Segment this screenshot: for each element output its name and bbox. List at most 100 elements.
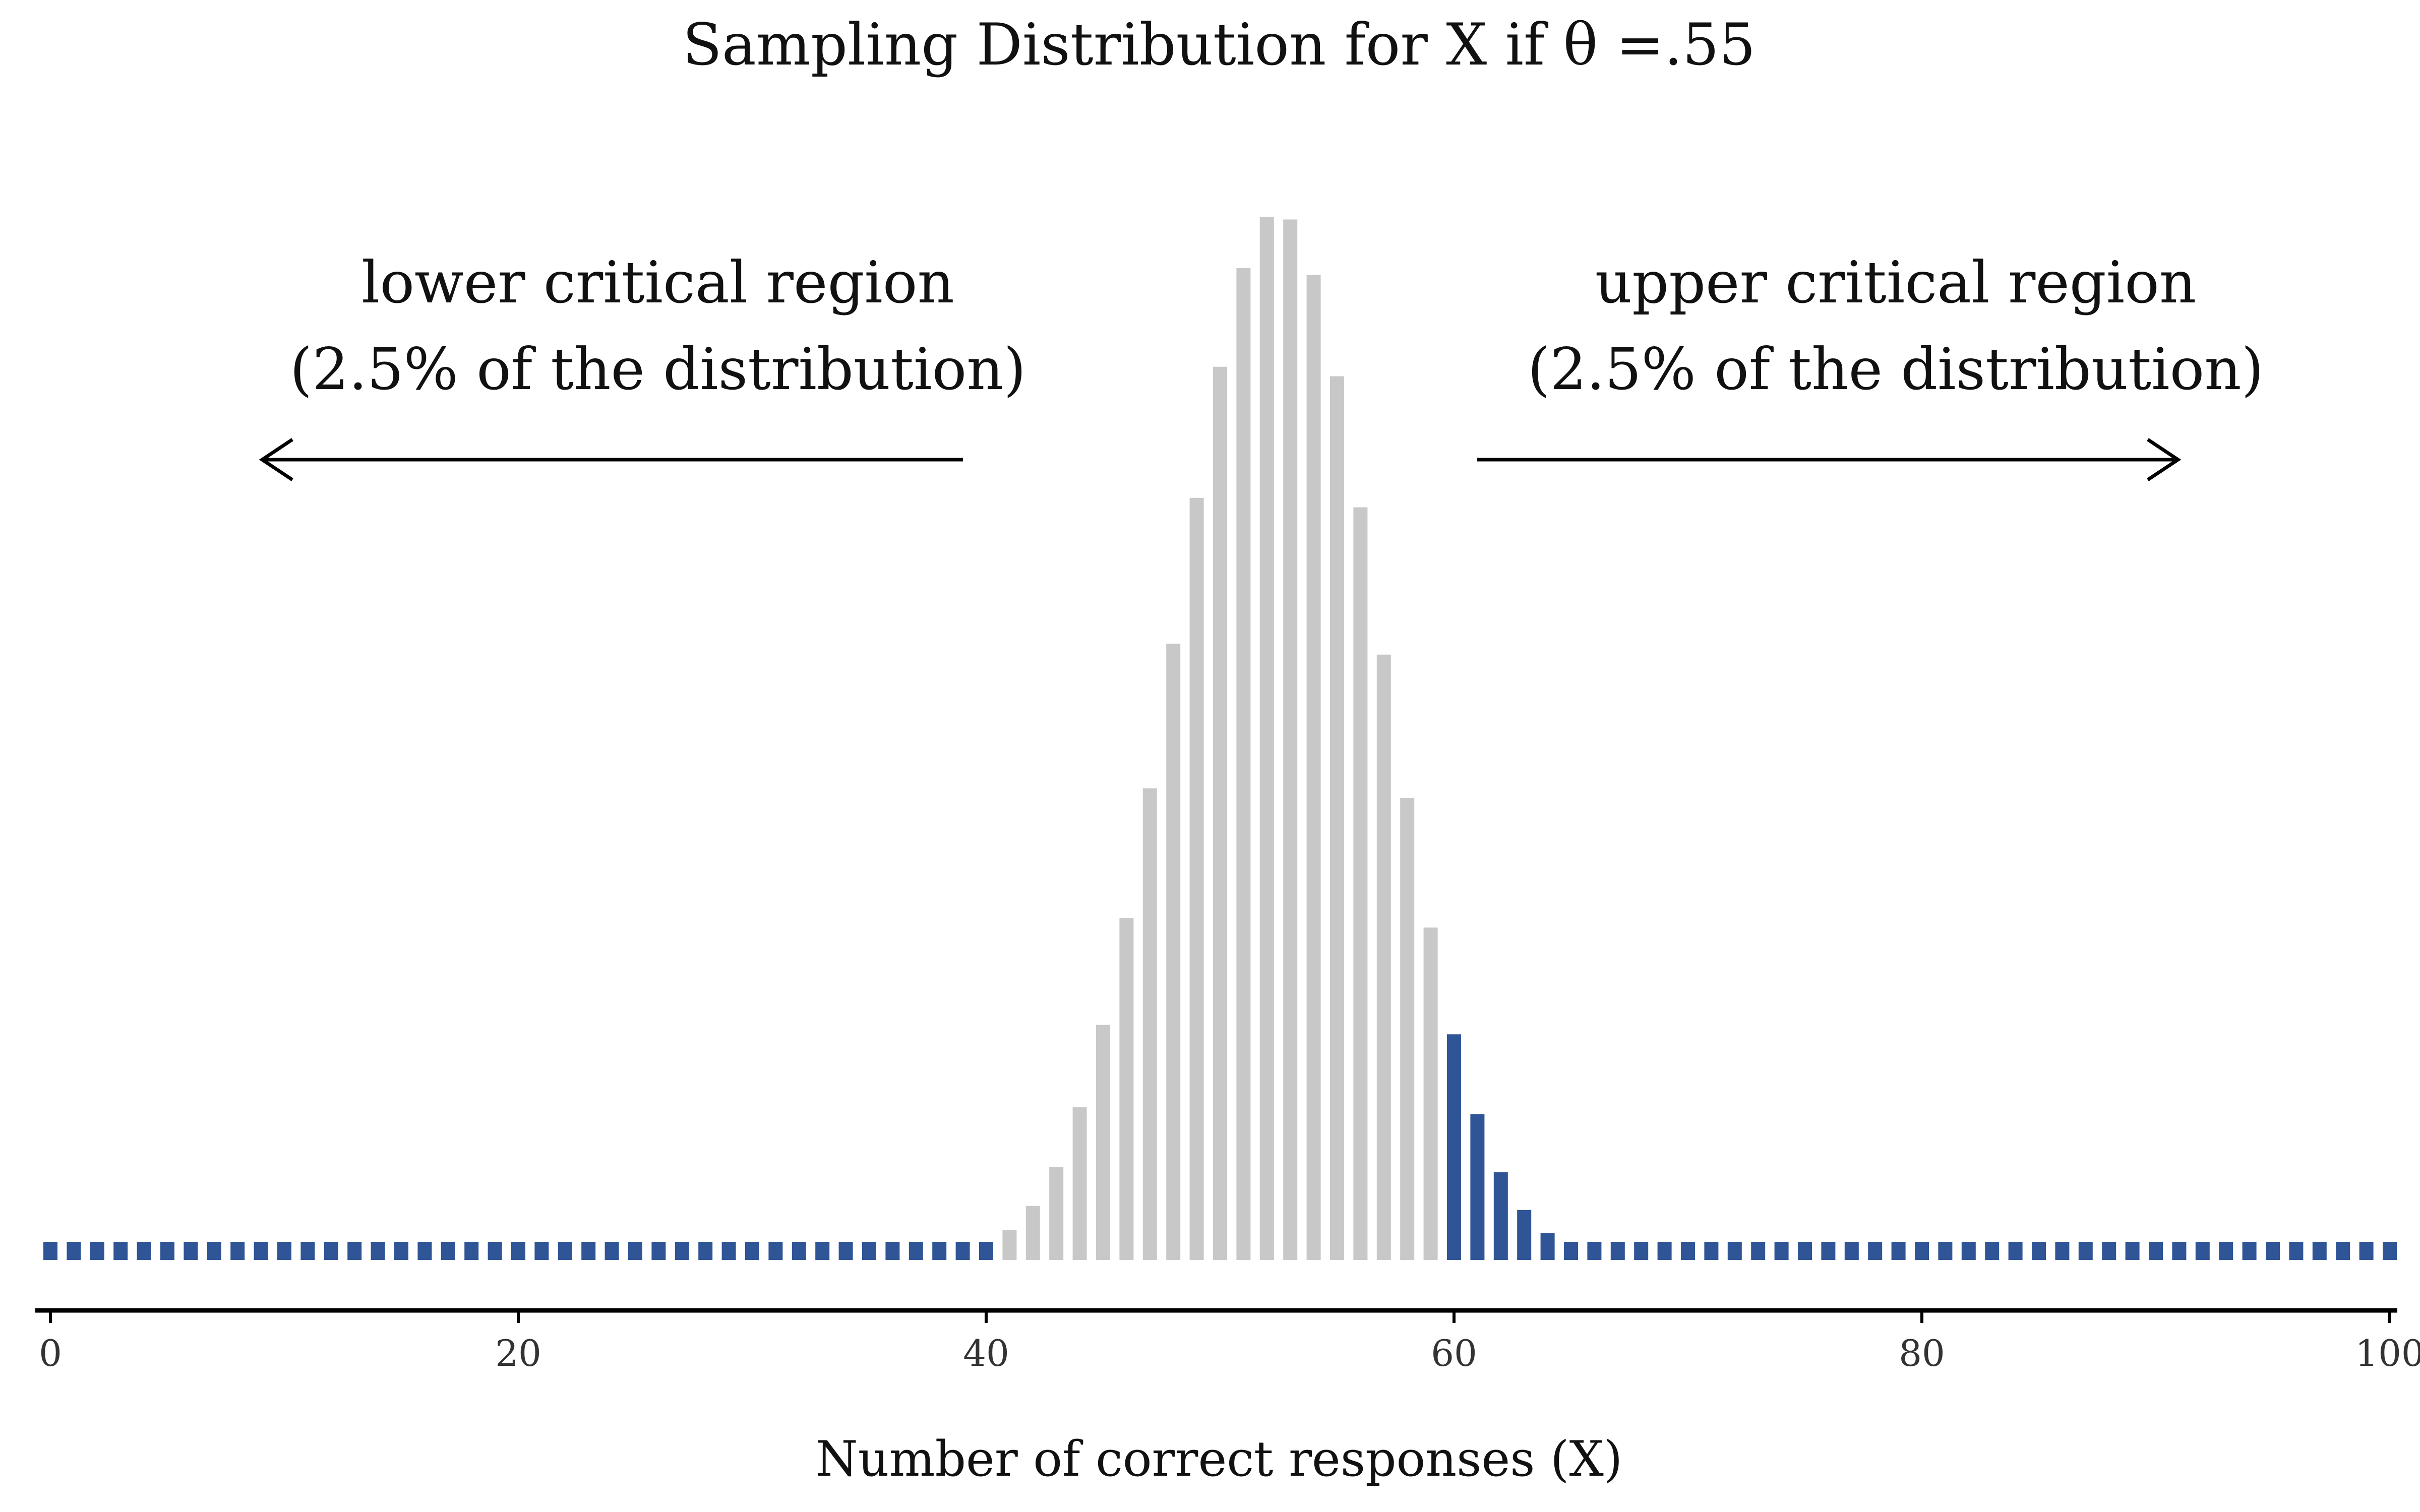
bar-x-49 <box>1189 497 1204 1260</box>
bars-group <box>43 217 2397 1261</box>
bar-x-80 <box>1915 1242 1929 1260</box>
bar-x-23 <box>581 1242 596 1260</box>
bar-x-89 <box>2125 1242 2140 1260</box>
bar-x-3 <box>113 1242 128 1260</box>
bar-x-79 <box>1891 1242 1906 1260</box>
x-tick-label-60: 60 <box>1431 1332 1477 1374</box>
bar-x-4 <box>137 1242 151 1260</box>
bar-x-53 <box>1283 219 1298 1260</box>
bar-x-77 <box>1844 1242 1859 1260</box>
bar-x-66 <box>1587 1242 1602 1260</box>
x-tick-label-0: 0 <box>39 1332 62 1374</box>
bar-x-33 <box>815 1242 830 1260</box>
bar-x-11 <box>300 1242 315 1260</box>
bar-x-39 <box>955 1242 970 1260</box>
bar-x-32 <box>792 1242 806 1260</box>
x-axis-label: Number of correct responses (X) <box>816 1431 1623 1487</box>
bar-x-0 <box>43 1242 57 1260</box>
bar-x-56 <box>1353 507 1368 1261</box>
bar-x-28 <box>698 1242 713 1260</box>
bar-x-9 <box>254 1242 268 1260</box>
bar-x-22 <box>558 1242 572 1260</box>
bar-x-61 <box>1470 1114 1485 1260</box>
bar-x-12 <box>324 1242 338 1260</box>
bar-x-64 <box>1540 1233 1555 1260</box>
bar-x-30 <box>745 1242 759 1260</box>
upper-region-label-line1: upper critical region <box>1595 249 2197 316</box>
bar-x-46 <box>1119 918 1134 1260</box>
bar-x-65 <box>1564 1242 1578 1260</box>
bar-x-10 <box>277 1242 291 1260</box>
bar-x-73 <box>1751 1242 1766 1260</box>
x-tick-label-40: 40 <box>963 1332 1009 1374</box>
bar-x-19 <box>488 1242 502 1260</box>
bar-x-62 <box>1493 1172 1508 1260</box>
bar-x-2 <box>90 1242 104 1260</box>
bar-x-71 <box>1704 1242 1719 1260</box>
chart-title: Sampling Distribution for X if θ =.55 <box>683 11 1756 78</box>
right-arrow-head <box>2147 438 2182 481</box>
bar-x-13 <box>347 1242 362 1260</box>
bar-x-24 <box>604 1242 619 1260</box>
upper-region-label-line2: (2.5% of the distribution) <box>1528 336 2264 403</box>
bar-x-43 <box>1049 1166 1064 1260</box>
bar-x-93 <box>2219 1242 2233 1260</box>
bar-x-26 <box>651 1242 666 1260</box>
bar-x-50 <box>1213 366 1227 1260</box>
bar-x-88 <box>2102 1242 2116 1260</box>
bar-x-5 <box>160 1242 174 1260</box>
lower-region-label-line2: (2.5% of the distribution) <box>290 336 1026 403</box>
bar-x-48 <box>1166 644 1181 1260</box>
bar-x-78 <box>1868 1242 1883 1260</box>
x-tick-label-80: 80 <box>1899 1332 1945 1374</box>
bar-x-44 <box>1072 1107 1087 1260</box>
bar-x-36 <box>885 1242 900 1260</box>
bar-x-99 <box>2359 1242 2374 1260</box>
left-arrow-head <box>259 438 293 481</box>
bar-x-59 <box>1423 927 1438 1260</box>
bar-x-83 <box>1985 1242 2000 1260</box>
bar-x-76 <box>1821 1242 1836 1260</box>
bar-x-20 <box>511 1242 525 1260</box>
upper-critical-annotation: upper critical region (2.5% of the distr… <box>1477 249 2264 481</box>
bar-x-68 <box>1634 1242 1649 1260</box>
bar-x-97 <box>2312 1242 2327 1260</box>
bar-x-45 <box>1096 1025 1110 1260</box>
bar-x-37 <box>909 1242 923 1260</box>
bar-x-95 <box>2266 1242 2280 1260</box>
bar-x-31 <box>768 1242 783 1260</box>
bar-x-7 <box>207 1242 221 1260</box>
bar-x-41 <box>1002 1230 1017 1260</box>
bar-x-67 <box>1610 1242 1625 1260</box>
bar-x-75 <box>1798 1242 1812 1260</box>
bar-x-70 <box>1681 1242 1695 1260</box>
bar-x-69 <box>1657 1242 1672 1260</box>
bar-x-84 <box>2008 1242 2023 1260</box>
bar-x-94 <box>2242 1242 2257 1260</box>
bar-x-91 <box>2172 1242 2187 1260</box>
bar-x-1 <box>67 1242 81 1260</box>
bar-x-51 <box>1236 268 1251 1260</box>
bar-x-60 <box>1447 1034 1461 1260</box>
bar-x-86 <box>2055 1242 2070 1260</box>
bar-x-27 <box>675 1242 689 1260</box>
bar-x-74 <box>1774 1242 1789 1260</box>
lower-region-label-line1: lower critical region <box>361 249 954 316</box>
bar-x-29 <box>721 1242 736 1260</box>
bar-x-81 <box>1938 1242 1953 1260</box>
bar-x-18 <box>464 1242 479 1260</box>
x-tick-label-20: 20 <box>495 1332 541 1374</box>
bar-x-34 <box>838 1242 853 1260</box>
bar-x-54 <box>1306 275 1321 1260</box>
bar-x-85 <box>2032 1242 2046 1260</box>
bar-x-35 <box>862 1242 876 1260</box>
x-axis-ticks: 0 20 40 60 80 100 <box>39 1310 2420 1374</box>
bar-x-87 <box>2078 1242 2093 1260</box>
bar-x-100 <box>2383 1242 2397 1260</box>
bar-x-38 <box>932 1242 947 1260</box>
bar-x-47 <box>1142 788 1157 1260</box>
bar-x-14 <box>371 1242 385 1260</box>
bar-x-72 <box>1727 1242 1742 1260</box>
bar-x-25 <box>628 1242 642 1260</box>
